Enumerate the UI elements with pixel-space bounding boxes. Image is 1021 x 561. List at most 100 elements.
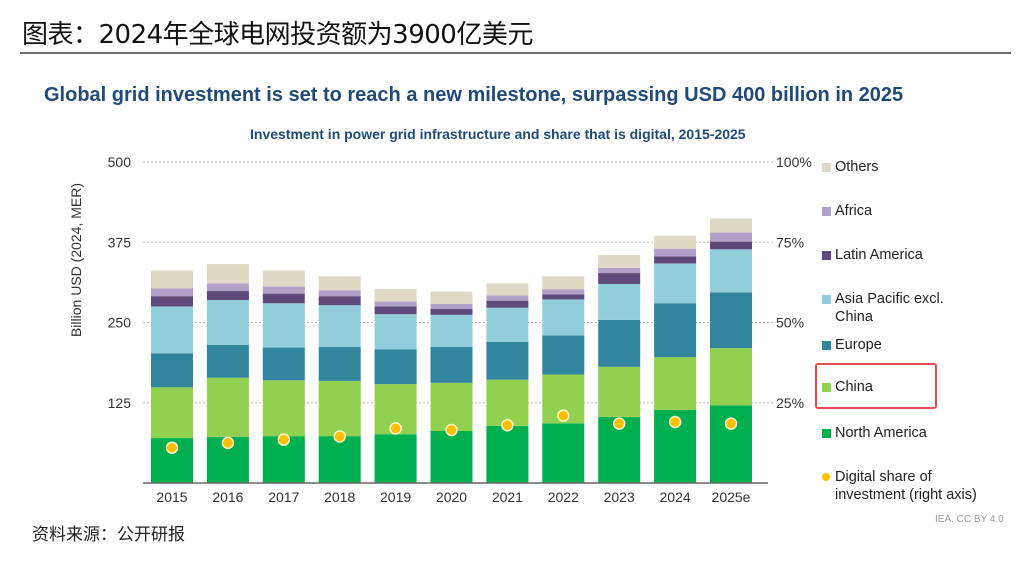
legend-dot-icon	[822, 473, 830, 481]
bar-segment-europe-2023	[598, 319, 641, 367]
y-tick-label: 500	[108, 154, 132, 170]
bar-segment-latin-america-2018	[318, 296, 361, 306]
legend-swatch-icon	[822, 295, 831, 304]
bar-segment-latin-america-2021	[486, 300, 529, 308]
bar-segment-africa-2015	[151, 288, 193, 297]
bar-segment-others-2020	[430, 291, 473, 304]
x-tick-label: 2019	[380, 489, 411, 505]
bar-segment-others-2016	[206, 264, 249, 284]
bar-segment-asia-pacific-excl-china-2022	[542, 299, 585, 336]
bar-segment-europe-2020	[430, 346, 473, 383]
bar-segment-north-america-2020	[430, 430, 473, 483]
bar-segment-africa-2025e	[710, 232, 752, 242]
digital-share-point-2018	[333, 430, 346, 443]
bar-segment-others-2018	[318, 276, 361, 291]
legend-item-digital-share-of-investment-right-axis: Digital share of investment (right axis)	[822, 468, 977, 504]
bar-segment-asia-pacific-excl-china-2015	[151, 306, 193, 354]
x-tick-label: 2018	[324, 489, 355, 505]
bar-segment-asia-pacific-excl-china-2018	[318, 305, 361, 347]
bar-segment-europe-2017	[262, 347, 305, 381]
bar-segment-europe-2022	[542, 335, 585, 375]
digital-share-points	[165, 409, 738, 454]
digital-share-point-2017	[277, 433, 291, 446]
bar-segment-latin-america-2023	[598, 273, 641, 284]
legend-item-china: China	[822, 378, 873, 396]
bar-segment-others-2024	[654, 235, 697, 249]
bar-stack-2023	[598, 255, 641, 483]
bar-segment-africa-2017	[262, 286, 305, 294]
bar-segment-china-2016	[206, 377, 249, 437]
bar-segment-latin-america-2022	[542, 294, 585, 300]
bar-segment-north-america-2018	[318, 436, 361, 483]
bar-segment-china-2017	[262, 380, 305, 437]
digital-share-point-2025e	[724, 417, 738, 430]
legend-item-europe: Europe	[822, 336, 882, 354]
digital-share-point-2023	[612, 417, 626, 430]
legend-label: China	[835, 379, 873, 395]
bar-stack-2021	[486, 283, 529, 483]
bar-segment-latin-america-2020	[430, 309, 473, 315]
bar-segment-europe-2024	[654, 303, 697, 358]
bar-segment-china-2024	[654, 357, 697, 410]
x-tick-label: 2024	[660, 489, 691, 505]
bar-segment-others-2021	[486, 283, 529, 296]
digital-share-point-2022	[557, 409, 570, 422]
credit-note: IEA. CC BY 4.0	[935, 514, 1004, 525]
digital-share-point-2020	[445, 423, 458, 437]
legend-item-africa: Africa	[822, 202, 872, 220]
legend-swatch-icon	[822, 207, 831, 216]
bar-segment-europe-2025e	[710, 292, 752, 349]
y-axis-label: Billion USD (2024, MER)	[68, 183, 84, 337]
bar-stack-2022	[542, 276, 585, 483]
bar-segment-europe-2019	[374, 349, 417, 385]
legend-label: North America	[835, 425, 927, 441]
bar-segment-africa-2016	[206, 283, 249, 292]
x-tick-label: 2017	[268, 489, 299, 505]
bar-segment-asia-pacific-excl-china-2016	[206, 300, 249, 345]
legend-swatch-icon	[822, 341, 831, 350]
y-tick-label: 125	[108, 395, 132, 411]
x-tick-label: 2023	[604, 489, 635, 505]
y-tick-label: 375	[108, 234, 132, 250]
bar-segment-others-2015	[151, 270, 193, 289]
legend-item-others: Others	[822, 158, 879, 176]
legend-label: Asia Pacific excl. China	[835, 291, 944, 325]
digital-share-point-2021	[501, 418, 514, 432]
legend-swatch-icon	[822, 251, 831, 260]
bar-segment-latin-america-2024	[654, 256, 697, 264]
bar-segment-others-2019	[374, 289, 417, 302]
bar-segment-asia-pacific-excl-china-2017	[262, 303, 305, 348]
page-title: 图表：2024年全球电网投资额为3900亿美元	[22, 20, 533, 50]
bar-segment-china-2023	[598, 366, 641, 417]
chart-title: Global grid investment is set to reach a…	[44, 84, 904, 106]
bar-segment-latin-america-2025e	[710, 241, 752, 250]
china-highlight-box	[815, 363, 937, 409]
digital-share-point-2019	[389, 422, 402, 435]
x-tick-label: 2020	[436, 489, 467, 505]
bar-segment-others-2023	[598, 255, 641, 268]
bar-segment-latin-america-2019	[374, 306, 417, 315]
bar-segment-north-america-2019	[374, 434, 417, 483]
bar-segment-latin-america-2017	[262, 293, 305, 304]
digital-share-point-2015	[165, 441, 179, 454]
bar-segment-north-america-2021	[486, 425, 529, 483]
bar-segment-others-2025e	[710, 218, 752, 233]
y-tick-label: 250	[108, 315, 132, 331]
bar-segment-africa-2018	[318, 290, 361, 297]
bar-segment-china-2018	[318, 380, 361, 437]
bar-segment-asia-pacific-excl-china-2019	[374, 314, 417, 350]
bar-segment-china-2015	[151, 387, 193, 439]
legend-label: Europe	[835, 337, 882, 353]
bar-stack-2024	[654, 235, 697, 483]
bar-segment-china-2021	[486, 379, 529, 426]
bar-segment-others-2017	[262, 270, 305, 287]
y2-tick-label: 100%	[776, 154, 812, 170]
legend-item-latin-america: Latin America	[822, 246, 923, 264]
x-tick-label: 2016	[212, 489, 243, 505]
x-tick-label: 2025e	[712, 489, 751, 505]
bar-segment-africa-2022	[542, 289, 585, 295]
digital-share-point-2016	[221, 436, 235, 450]
bar-segment-europe-2016	[206, 344, 249, 378]
bar-stack-2025e	[710, 218, 752, 483]
